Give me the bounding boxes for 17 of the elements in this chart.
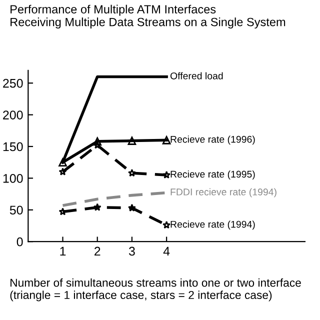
- y-tick-label: 200: [3, 110, 23, 120]
- y-tick-label: 0: [16, 237, 23, 246]
- series-label: FDDI recieve rate (1994): [170, 188, 276, 198]
- x-tick-label: 3: [128, 246, 135, 256]
- y-tick-label: 150: [3, 142, 23, 152]
- series-label: Recieve rate (1995): [170, 170, 255, 180]
- series-label: Recieve rate (1996): [170, 136, 255, 145]
- y-tick-label: 100: [3, 174, 23, 183]
- series-label: Offered load: [170, 72, 223, 80]
- y-tick-label: 250: [3, 78, 23, 88]
- chart-title: Performance of Multiple ATM Interfaces Receiving Multiple Data Streams on a Single System: [10, 4, 286, 29]
- x-tick-label: 4: [163, 246, 170, 256]
- x-axis-title: Number of simultaneous streams into one or two interface (triangle = 1 interface case, stars = 2 interface case): [10, 278, 301, 302]
- y-tick-label: 50: [10, 206, 23, 215]
- x-tick-label: 1: [60, 246, 66, 256]
- x-tick-label: 2: [94, 246, 100, 256]
- series-label: Recieve rate (1994): [170, 220, 255, 230]
